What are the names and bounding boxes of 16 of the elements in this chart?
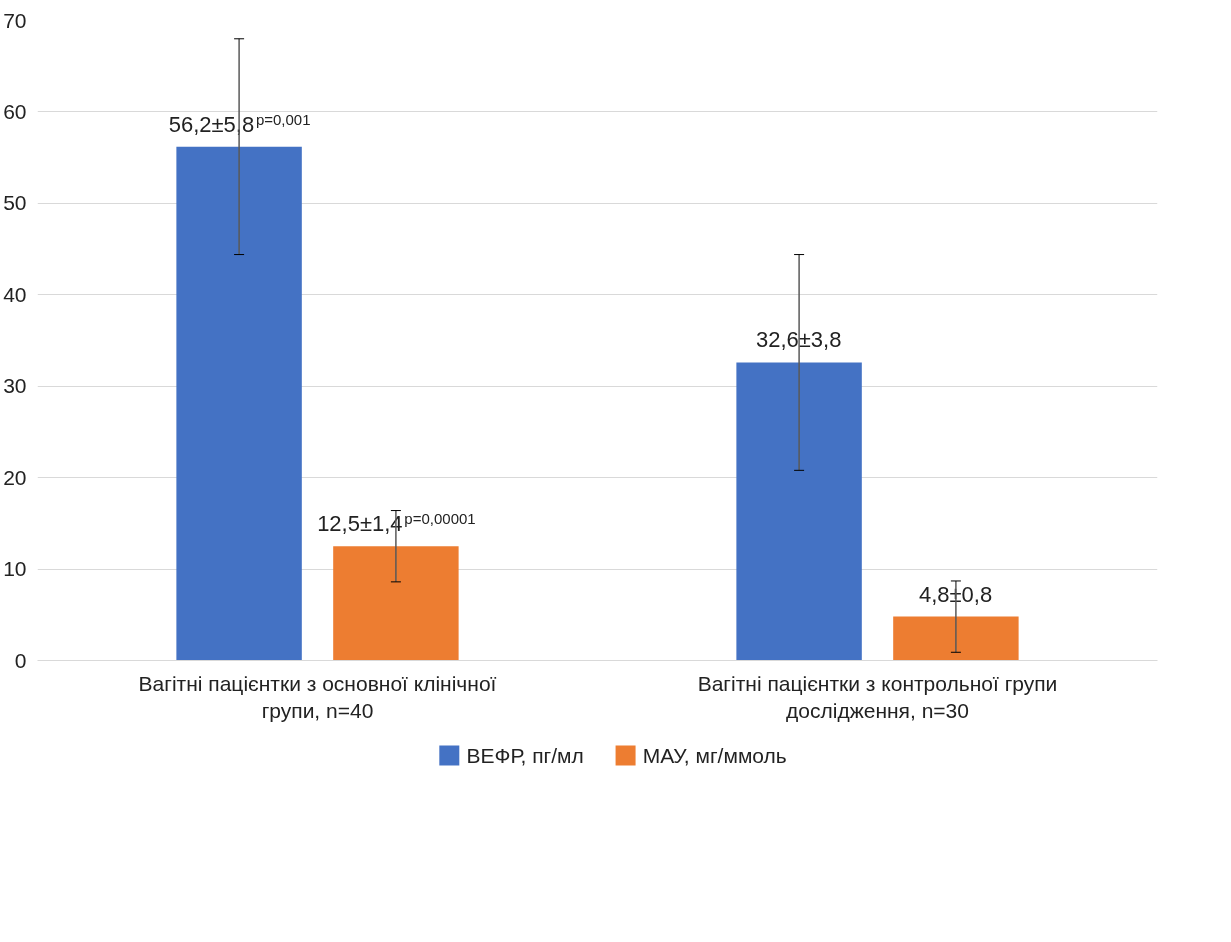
- bar: [333, 546, 459, 661]
- y-tick-label: 30: [3, 374, 27, 398]
- y-tick-label: 40: [3, 282, 27, 306]
- y-tick-label: 50: [3, 191, 27, 215]
- x-tick-label: Вагітні пацієнтки з контрольної групи дослідження, n=30: [697, 671, 1058, 723]
- legend-label: МАУ, мг/ммоль: [642, 744, 787, 767]
- y-tick-label: 0: [14, 648, 27, 672]
- bar: [736, 362, 862, 661]
- bar: [176, 146, 302, 661]
- y-tick-label: 70: [3, 8, 27, 32]
- bar: [893, 616, 1019, 661]
- y-tick-label: 10: [3, 557, 27, 581]
- legend-label: ВЕФР, пг/мл: [466, 744, 584, 767]
- x-tick-label: Вагітні пацієнтки з основної клінічної групи, n=40: [138, 671, 497, 723]
- y-tick-label: 60: [3, 99, 27, 123]
- y-tick-label: 20: [3, 465, 27, 489]
